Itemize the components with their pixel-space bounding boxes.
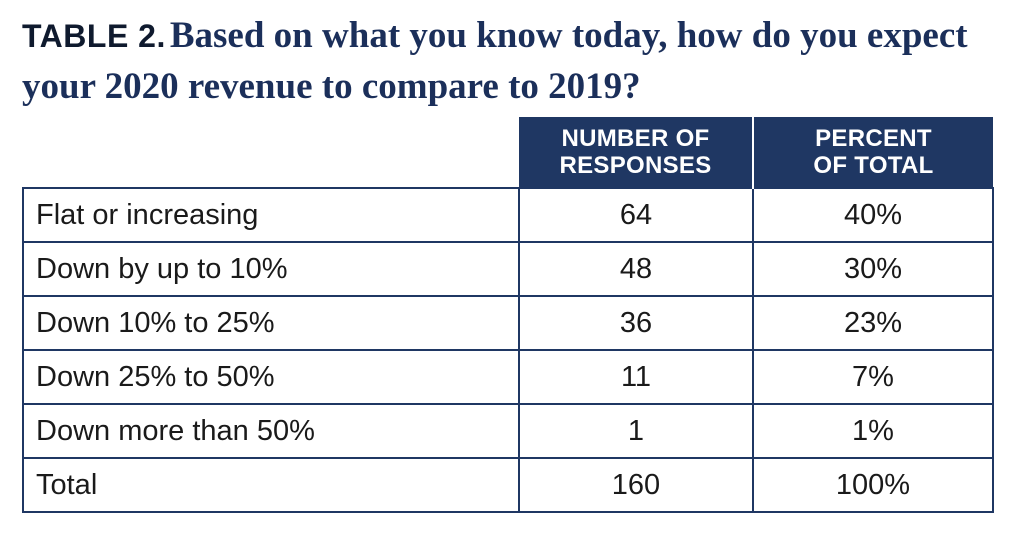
table-row: Down 10% to 25% 36 23% (22, 295, 994, 351)
header-number-of-responses: NUMBER OF RESPONSES (519, 117, 754, 188)
row-percent: 23% (752, 295, 994, 351)
table-row: Down more than 50% 1 1% (22, 403, 994, 459)
table-total-row: Total 160 100% (22, 457, 994, 513)
row-responses: 1 (518, 403, 754, 459)
table-question: Based on what you know today, how do you… (22, 15, 968, 107)
row-label: Down more than 50% (22, 403, 520, 459)
row-percent: 7% (752, 349, 994, 405)
row-label: Down 25% to 50% (22, 349, 520, 405)
total-label: Total (22, 457, 520, 513)
total-percent: 100% (752, 457, 994, 513)
row-percent: 1% (752, 403, 994, 459)
row-responses: 36 (518, 295, 754, 351)
row-percent: 30% (752, 241, 994, 297)
row-responses: 48 (518, 241, 754, 297)
row-responses: 64 (518, 187, 754, 243)
header-blank-cell (23, 117, 519, 188)
row-percent: 40% (752, 187, 994, 243)
row-label: Down 10% to 25% (22, 295, 520, 351)
table-title: TABLE 2. Based on what you know today, h… (22, 14, 1002, 116)
table-number-label: TABLE 2. (22, 18, 166, 54)
row-label: Down by up to 10% (22, 241, 520, 297)
table-header-row: NUMBER OF RESPONSES PERCENT OF TOTAL (23, 117, 993, 188)
table-row: Down 25% to 50% 11 7% (22, 349, 994, 405)
total-responses: 160 (518, 457, 754, 513)
revenue-expectation-table: NUMBER OF RESPONSES PERCENT OF TOTAL Fla… (22, 117, 994, 513)
table-row: Flat or increasing 64 40% (22, 187, 994, 243)
row-responses: 11 (518, 349, 754, 405)
header-percent-of-total: PERCENT OF TOTAL (753, 117, 993, 188)
table-row: Down by up to 10% 48 30% (22, 241, 994, 297)
row-label: Flat or increasing (22, 187, 520, 243)
